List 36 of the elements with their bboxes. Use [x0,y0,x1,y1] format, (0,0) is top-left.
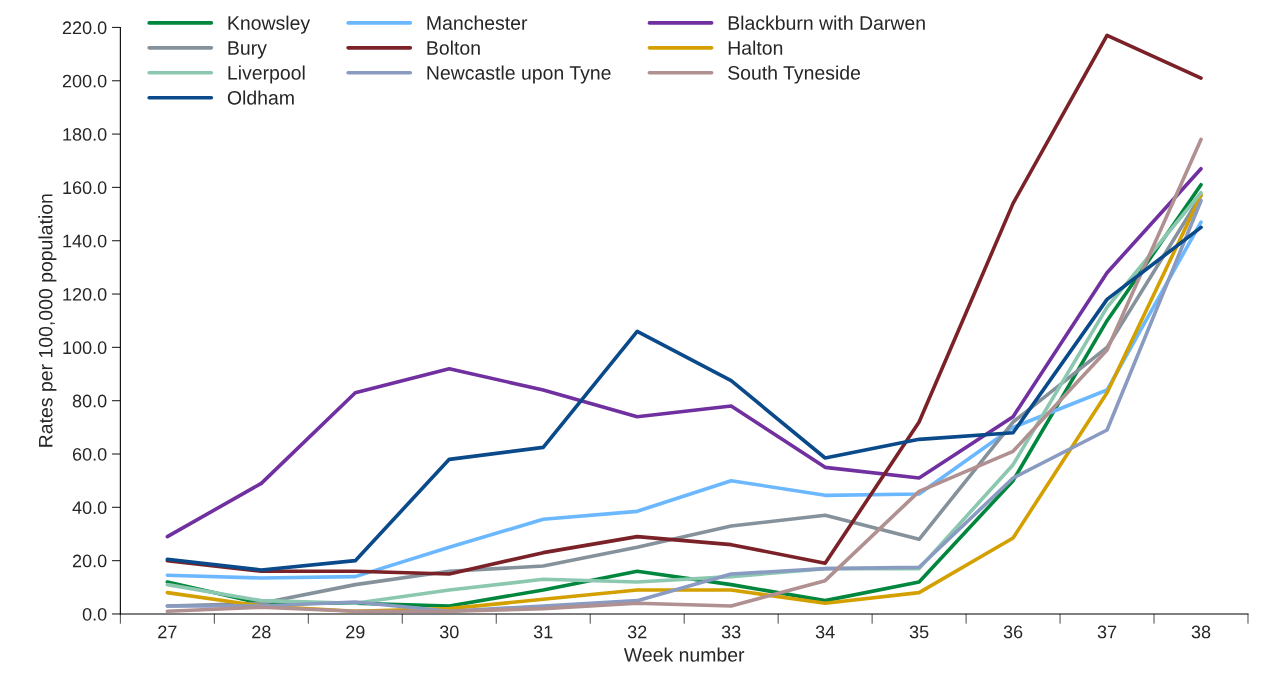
x-tick-label: 30 [439,625,459,639]
y-axis-title: Rates per 100,000 population [38,194,57,447]
x-tick-label: 37 [1097,625,1117,639]
x-tick-label: 28 [252,625,271,639]
x-tick-label: 38 [1191,625,1211,639]
y-tick-label: 80.0 [72,394,107,408]
y-tick-label: 0.0 [82,607,107,621]
legend-label: Bolton [427,40,480,55]
legend-label: Bury [228,41,267,59]
x-tick-label: 34 [815,625,835,639]
legend-label: Newcastle upon Tyne [427,65,611,84]
x-tick-label: 31 [533,625,553,639]
x-axis-title: Week number [623,647,745,662]
x-tick-label: 32 [627,625,647,639]
legend-label: Halton [728,40,783,55]
legend-label: Oldham [227,90,294,105]
x-tick-label: 33 [721,625,741,639]
x-tick-label: 35 [909,625,929,639]
legend-label: Manchester [427,15,528,30]
y-tick-label: 180.0 [63,128,107,141]
legend-label: Blackburn with Darwen [728,15,925,30]
y-tick-label: 40.0 [72,501,107,515]
y-tick-label: 200.0 [62,74,107,88]
x-tick-label: 27 [158,625,177,639]
y-tick-label: 220.0 [62,21,107,35]
y-tick-label: 100.0 [63,341,107,355]
legend-label: Liverpool [228,65,305,84]
x-tick-label: 36 [1003,625,1023,639]
legend-label: Knowsley [228,15,311,34]
y-tick-label: 20.0 [72,554,107,568]
y-tick-label: 60.0 [72,447,107,461]
y-tick-label: 120.0 [63,287,107,301]
legend-label: South Tyneside [728,65,861,84]
x-tick-label: 29 [346,625,365,639]
y-tick-label: 160.0 [63,181,107,195]
y-tick-label: 140.0 [63,234,107,248]
